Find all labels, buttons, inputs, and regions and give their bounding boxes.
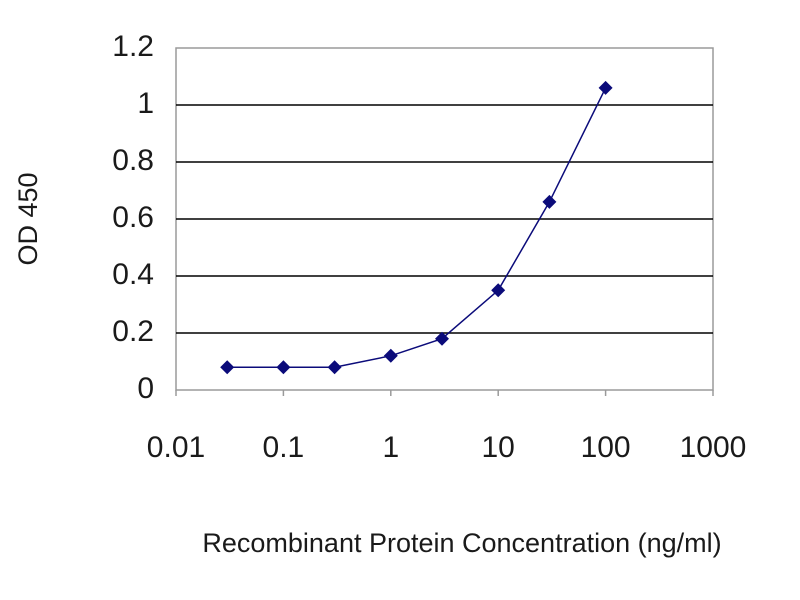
- y-axis-title: OD 450: [13, 172, 43, 265]
- data-point-marker: [491, 283, 506, 298]
- data-point-marker: [276, 360, 291, 375]
- x-tick-label: 1000: [680, 431, 747, 464]
- series-group: [220, 80, 613, 375]
- data-point-marker: [220, 360, 235, 375]
- series-line: [227, 87, 607, 368]
- x-axis-ticks: 0.01 0.1 1 10 100 1000: [147, 390, 747, 464]
- data-point-marker: [435, 331, 449, 346]
- y-tick-label: 0.6: [112, 201, 154, 234]
- y-tick-label: 0: [137, 372, 154, 405]
- x-axis-title: Recombinant Protein Concentration (ng/ml…: [202, 528, 721, 558]
- y-tick-label: 0.8: [112, 144, 154, 177]
- x-tick-label: 1: [382, 431, 399, 464]
- x-tick-label: 0.1: [263, 431, 305, 464]
- data-point-marker: [327, 360, 342, 375]
- x-tick-label: 10: [482, 431, 515, 464]
- data-point-marker: [598, 80, 613, 95]
- y-tick-label: 1.2: [112, 30, 154, 63]
- gridlines: [176, 104, 713, 334]
- x-tick-label: 100: [581, 431, 631, 464]
- y-tick-label: 0.4: [112, 258, 154, 291]
- y-axis-ticks: 0 0.2 0.4 0.6 0.8 1 1.2: [112, 30, 154, 405]
- data-point-marker: [542, 194, 557, 209]
- data-point-marker: [383, 348, 398, 363]
- y-tick-label: 0.2: [112, 315, 154, 348]
- x-tick-label: 0.01: [147, 431, 205, 464]
- y-tick-label: 1: [137, 87, 154, 120]
